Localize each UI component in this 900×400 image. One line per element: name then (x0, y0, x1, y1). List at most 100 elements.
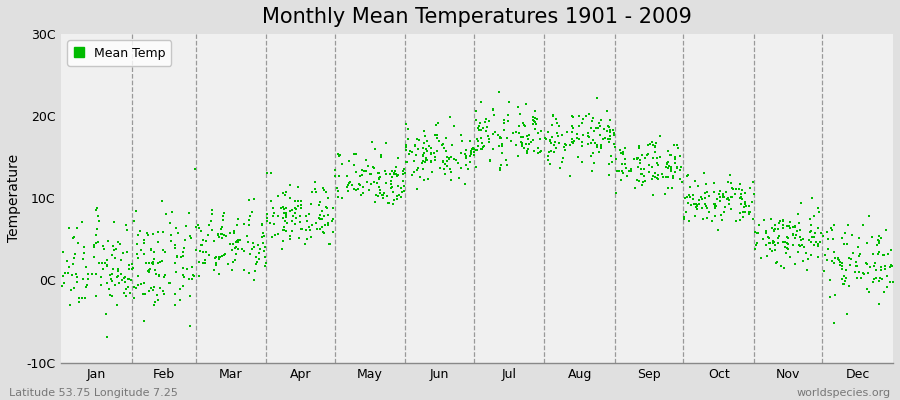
Point (677, 215, 691, 222)
Point (770, 226, 785, 232)
Point (117, 279, 131, 285)
Point (840, 241, 854, 247)
Point (533, 149, 547, 156)
Point (606, 127, 620, 134)
Point (265, 234, 279, 240)
Point (883, 279, 897, 285)
Point (382, 200, 396, 206)
Point (594, 144, 608, 151)
Point (803, 228, 817, 235)
Point (585, 137, 599, 143)
Point (619, 165, 634, 172)
Point (687, 201, 701, 207)
Point (496, 119, 510, 126)
Point (87, 242, 102, 249)
Point (420, 148, 435, 155)
Point (251, 242, 266, 248)
Point (318, 222, 332, 228)
Point (156, 288, 170, 294)
Point (436, 145, 451, 152)
Point (288, 221, 302, 228)
Point (151, 273, 166, 280)
Point (304, 188, 319, 195)
Point (540, 153, 554, 159)
Point (371, 170, 385, 176)
Point (130, 241, 144, 248)
Point (706, 201, 721, 207)
Point (746, 179, 760, 185)
Point (249, 254, 264, 260)
Point (575, 139, 590, 145)
Point (286, 213, 301, 220)
Point (685, 196, 699, 203)
Point (821, 245, 835, 252)
Point (682, 218, 697, 224)
Point (363, 186, 377, 193)
Point (465, 146, 480, 152)
Point (745, 216, 760, 222)
Point (738, 208, 752, 215)
Point (391, 172, 405, 178)
Point (209, 254, 223, 260)
Point (381, 200, 395, 206)
Point (648, 174, 662, 181)
Point (482, 158, 497, 165)
Point (884, 247, 898, 253)
Point (766, 239, 780, 246)
Point (524, 139, 538, 145)
Point (156, 247, 170, 254)
Point (255, 221, 269, 228)
Point (526, 114, 541, 120)
Point (195, 242, 210, 248)
Point (646, 173, 661, 180)
Point (831, 255, 845, 262)
Point (131, 231, 146, 238)
Point (806, 234, 820, 240)
Point (320, 212, 335, 218)
Point (89, 207, 104, 213)
Point (104, 292, 119, 299)
Point (125, 260, 140, 267)
Point (782, 223, 796, 229)
Point (514, 139, 528, 145)
Point (878, 227, 893, 234)
Point (222, 230, 237, 236)
Point (479, 116, 493, 122)
Point (874, 267, 888, 274)
Point (521, 146, 535, 152)
Point (762, 240, 777, 246)
Point (630, 155, 644, 161)
Point (133, 281, 148, 287)
Point (109, 246, 123, 252)
Point (467, 146, 482, 152)
Point (104, 276, 119, 282)
Point (442, 155, 456, 161)
Point (163, 219, 177, 226)
Point (396, 168, 410, 174)
Point (90, 239, 104, 246)
Point (642, 162, 656, 168)
Point (250, 242, 265, 249)
Point (384, 178, 399, 184)
Point (632, 142, 646, 149)
Point (386, 188, 400, 195)
Point (552, 122, 566, 129)
Point (526, 148, 541, 154)
Point (370, 180, 384, 186)
Point (340, 188, 355, 194)
Point (126, 265, 140, 272)
Point (89, 240, 104, 246)
Point (397, 188, 411, 194)
Point (186, 272, 201, 278)
Point (491, 132, 506, 138)
Point (392, 183, 406, 190)
Point (544, 148, 558, 154)
Point (742, 209, 757, 216)
Point (368, 146, 382, 152)
Point (534, 147, 548, 154)
Point (658, 190, 672, 197)
Point (328, 167, 342, 174)
Point (302, 210, 316, 217)
Point (92, 260, 106, 266)
Point (612, 168, 626, 174)
